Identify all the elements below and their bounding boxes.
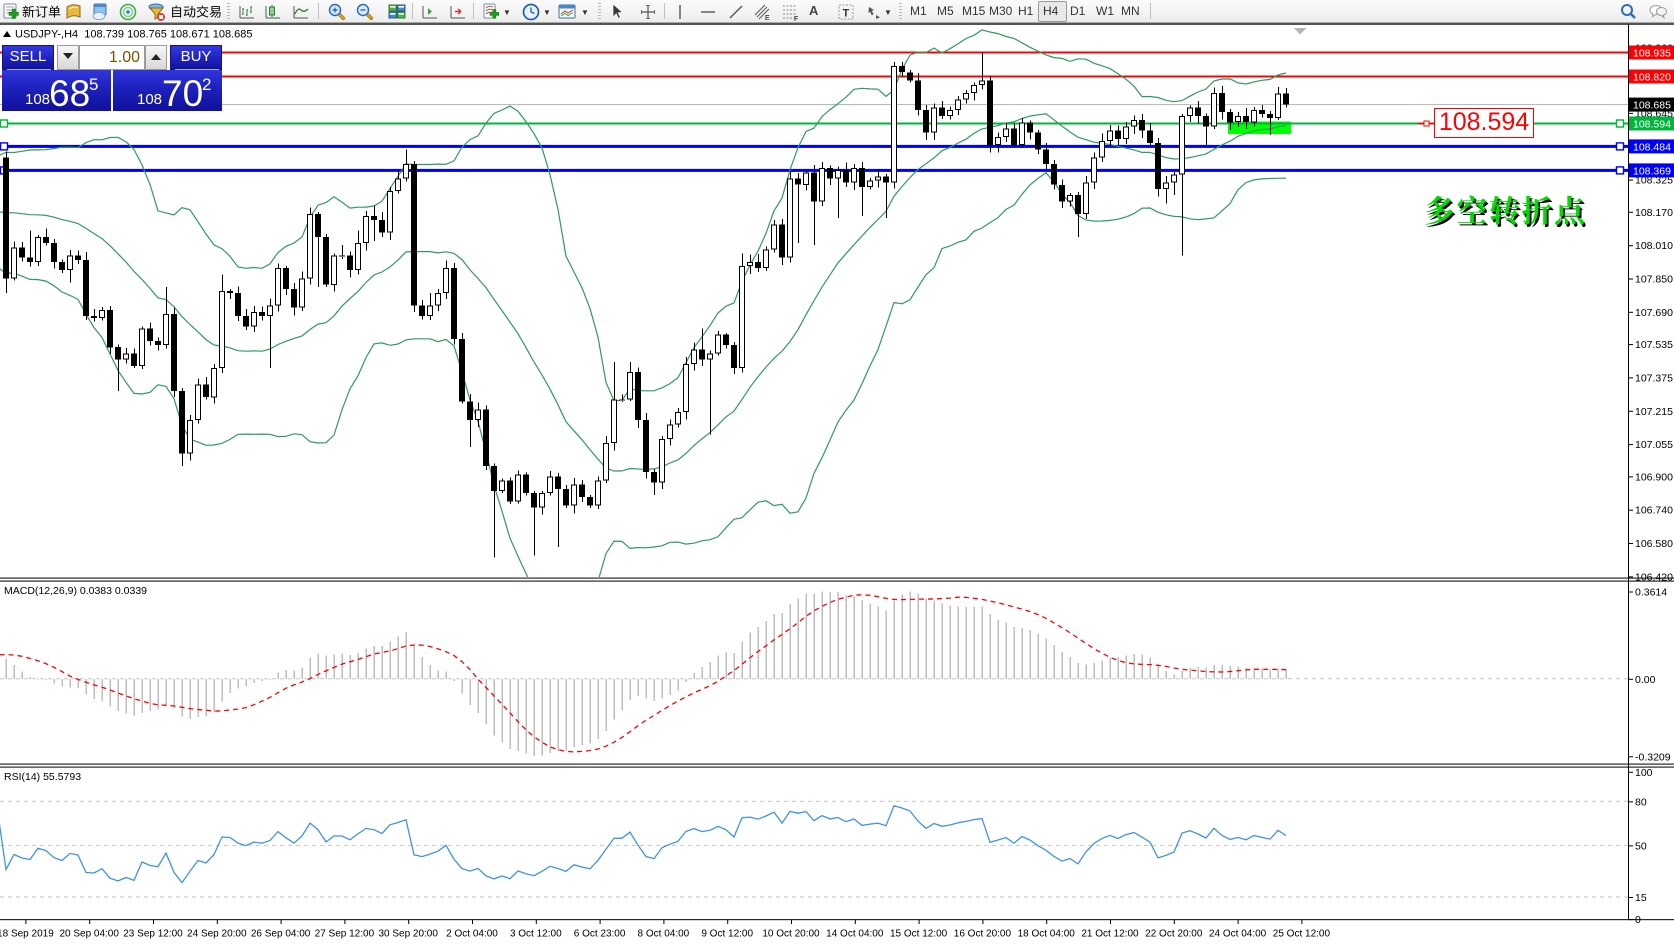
svg-text:24 Sep 20:00: 24 Sep 20:00 (187, 929, 247, 940)
svg-text:14 Oct 04:00: 14 Oct 04:00 (826, 929, 884, 940)
svg-text:30 Sep 20:00: 30 Sep 20:00 (378, 929, 438, 940)
svg-text:108.935: 108.935 (1633, 48, 1671, 60)
svg-text:106.900: 106.900 (1635, 471, 1673, 483)
svg-text:108.594: 108.594 (1633, 119, 1671, 131)
svg-text:107.375: 107.375 (1635, 372, 1673, 384)
svg-text:15: 15 (1635, 892, 1647, 904)
svg-text:108.010: 108.010 (1635, 240, 1673, 252)
svg-text:25 Oct 12:00: 25 Oct 12:00 (1273, 929, 1331, 940)
svg-text:21 Oct 12:00: 21 Oct 12:00 (1081, 929, 1139, 940)
svg-text:107.690: 107.690 (1635, 307, 1673, 319)
svg-text:107.850: 107.850 (1635, 274, 1673, 286)
svg-text:18 Oct 04:00: 18 Oct 04:00 (1018, 929, 1076, 940)
svg-text:USDJPY-,H4 108.739 108.765 10: USDJPY-,H4 108.739 108.765 108.671 108.6… (15, 29, 253, 41)
svg-text:108.484: 108.484 (1633, 141, 1671, 153)
svg-text:15 Oct 12:00: 15 Oct 12:00 (890, 929, 948, 940)
svg-text:0.00: 0.00 (1635, 674, 1656, 686)
svg-text:-0.3209: -0.3209 (1635, 751, 1671, 763)
svg-text:0: 0 (1635, 914, 1641, 926)
svg-text:16 Oct 20:00: 16 Oct 20:00 (954, 929, 1012, 940)
svg-text:108.369: 108.369 (1633, 165, 1671, 177)
svg-text:27 Sep 12:00: 27 Sep 12:00 (315, 929, 375, 940)
svg-text:108.685: 108.685 (1633, 100, 1671, 112)
svg-text:106.580: 106.580 (1635, 538, 1673, 550)
svg-text:6 Oct 23:00: 6 Oct 23:00 (574, 929, 626, 940)
svg-text:106.740: 106.740 (1635, 505, 1673, 517)
svg-text:10 Oct 20:00: 10 Oct 20:00 (762, 929, 820, 940)
svg-text:26 Sep 04:00: 26 Sep 04:00 (251, 929, 311, 940)
svg-text:E: E (765, 15, 770, 22)
svg-text:24 Oct 04:00: 24 Oct 04:00 (1209, 929, 1267, 940)
svg-text:3 Oct 12:00: 3 Oct 12:00 (510, 929, 562, 940)
svg-text:106.420: 106.420 (1635, 571, 1673, 583)
svg-text:23 Sep 12:00: 23 Sep 12:00 (123, 929, 183, 940)
svg-text:50: 50 (1635, 840, 1647, 852)
svg-text:18 Sep 2019: 18 Sep 2019 (0, 929, 54, 940)
svg-text:9 Oct 12:00: 9 Oct 12:00 (701, 929, 753, 940)
svg-text:107.535: 107.535 (1635, 339, 1673, 351)
svg-text:20 Sep 04:00: 20 Sep 04:00 (59, 929, 119, 940)
svg-text:2 Oct 04:00: 2 Oct 04:00 (446, 929, 498, 940)
svg-text:MACD(12,26,9) 0.0383 0.0339: MACD(12,26,9) 0.0383 0.0339 (4, 585, 147, 597)
svg-text:108.325: 108.325 (1635, 175, 1673, 187)
svg-text:8 Oct 04:00: 8 Oct 04:00 (638, 929, 690, 940)
svg-text:22 Oct 20:00: 22 Oct 20:00 (1145, 929, 1203, 940)
svg-text:107.055: 107.055 (1635, 439, 1673, 451)
svg-text:80: 80 (1635, 796, 1647, 808)
svg-text:108.820: 108.820 (1633, 72, 1671, 84)
svg-text:0.3614: 0.3614 (1635, 587, 1667, 599)
svg-text:F: F (794, 16, 798, 22)
svg-text:T: T (843, 8, 850, 20)
svg-text:RSI(14) 55.5793: RSI(14) 55.5793 (4, 771, 81, 783)
svg-text:100: 100 (1635, 767, 1653, 779)
svg-text:107.215: 107.215 (1635, 406, 1673, 418)
svg-text:108.170: 108.170 (1635, 207, 1673, 219)
